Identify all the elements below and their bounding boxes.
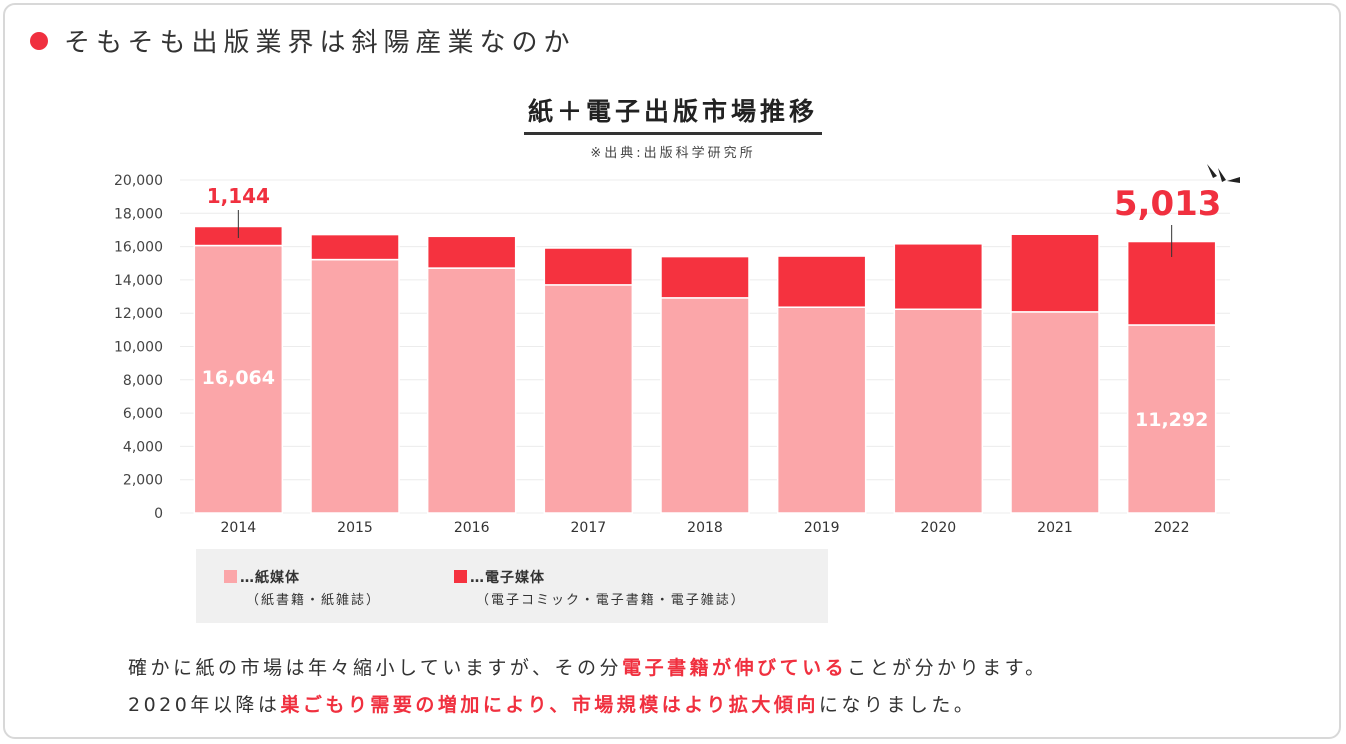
y-tick-label: 10,000 — [114, 340, 163, 356]
data-label-paper-2014: 16,064 — [202, 367, 275, 389]
legend-label: 紙媒体 — [255, 570, 300, 586]
chart-title: 紙＋電子出版市場推移 — [0, 92, 1346, 135]
bar-paper-2016 — [426, 267, 517, 514]
bar-digital-2015 — [310, 233, 400, 261]
y-tick-label: 6,000 — [123, 406, 163, 422]
y-tick-label: 4,000 — [123, 439, 163, 455]
burst-icon — [1207, 164, 1240, 183]
bar-paper-2020 — [893, 308, 984, 514]
data-label-digital-2022: 5,013 — [1114, 184, 1222, 224]
y-tick-label: 12,000 — [114, 306, 163, 322]
text: 2020年以降は — [128, 694, 281, 716]
bar-digital-2021 — [1010, 233, 1100, 313]
legend-swatch-paper — [224, 570, 237, 583]
y-tick-label: 20,000 — [114, 173, 163, 189]
legend-item-digital: …電子媒体 （電子コミック・電子書籍・電子雑誌） — [454, 567, 746, 608]
text: ことが分かります。 — [847, 657, 1048, 679]
legend-prefix: … — [240, 570, 255, 586]
y-tick-label: 18,000 — [114, 206, 163, 222]
highlight-text: 巣ごもり需要の増加により、市場規模はより拡大傾向 — [280, 694, 819, 716]
x-tick-label: 2021 — [1037, 520, 1073, 536]
x-tick-label: 2015 — [337, 520, 373, 536]
bar-paper-2022 — [1126, 324, 1217, 514]
bar-paper-2015 — [310, 258, 400, 514]
legend-item-paper: …紙媒体 （紙書籍・紙雑誌） — [224, 567, 381, 608]
bullet-dot-icon — [30, 31, 48, 50]
bar-digital-2020 — [893, 243, 984, 311]
body-text: 確かに紙の市場は年々縮小していますが、その分電子書籍が伸びていることが分かります… — [128, 650, 1048, 724]
legend-swatch-digital — [454, 570, 467, 583]
text: 確かに紙の市場は年々縮小していますが、その分 — [128, 657, 623, 679]
bar-paper-2017 — [543, 284, 634, 514]
data-label-digital-2014: 1,144 — [207, 184, 270, 208]
y-tick-label: 8,000 — [123, 373, 163, 389]
bar-paper-2021 — [1010, 311, 1100, 514]
x-tick-label: 2020 — [921, 520, 957, 536]
legend-sublabel: （電子コミック・電子書籍・電子雑誌） — [476, 593, 746, 608]
highlight-text: 電子書籍が伸びている — [622, 657, 848, 679]
content-card — [3, 3, 1341, 739]
section-heading: そもそも出版業界は斜陽産業なのか — [30, 22, 575, 59]
y-tick-label: 14,000 — [114, 273, 163, 289]
x-tick-label: 2022 — [1154, 520, 1190, 536]
y-tick-label: 0 — [154, 506, 163, 522]
x-tick-label: 2016 — [454, 520, 490, 536]
y-tick-label: 2,000 — [123, 473, 163, 489]
legend-prefix: … — [470, 570, 485, 586]
chart-source: ※出典:出版科学研究所 — [590, 146, 756, 161]
x-tick-label: 2019 — [804, 520, 840, 536]
heading-text: そもそも出版業界は斜陽産業なのか — [64, 28, 576, 58]
chart-title-text: 紙＋電子出版市場推移 — [523, 92, 822, 135]
bar-digital-2019 — [776, 255, 867, 308]
x-tick-label: 2017 — [571, 520, 607, 536]
x-tick-label: 2018 — [687, 520, 723, 536]
legend-sublabel: （紙書籍・紙雑誌） — [246, 593, 382, 608]
y-tick-label: 16,000 — [114, 240, 163, 256]
bar-digital-2018 — [660, 255, 750, 299]
bar-paper-2018 — [660, 297, 750, 514]
legend-label: 電子媒体 — [485, 570, 545, 586]
bar-paper-2014 — [193, 244, 284, 514]
text: になりました。 — [818, 694, 977, 716]
bar-digital-2016 — [426, 235, 517, 269]
bar-digital-2017 — [543, 247, 634, 286]
data-label-paper-2022: 11,292 — [1135, 409, 1208, 431]
x-tick-label: 2014 — [221, 520, 257, 536]
bar-chart: 0 2,000 4,000 6,000 8,000 10,000 12,000 14,000 1… — [114, 164, 1240, 536]
legend: …紙媒体 （紙書籍・紙雑誌） …電子媒体 （電子コミック・電子書籍・電子雑誌） — [196, 549, 828, 623]
bar-paper-2019 — [776, 306, 867, 514]
